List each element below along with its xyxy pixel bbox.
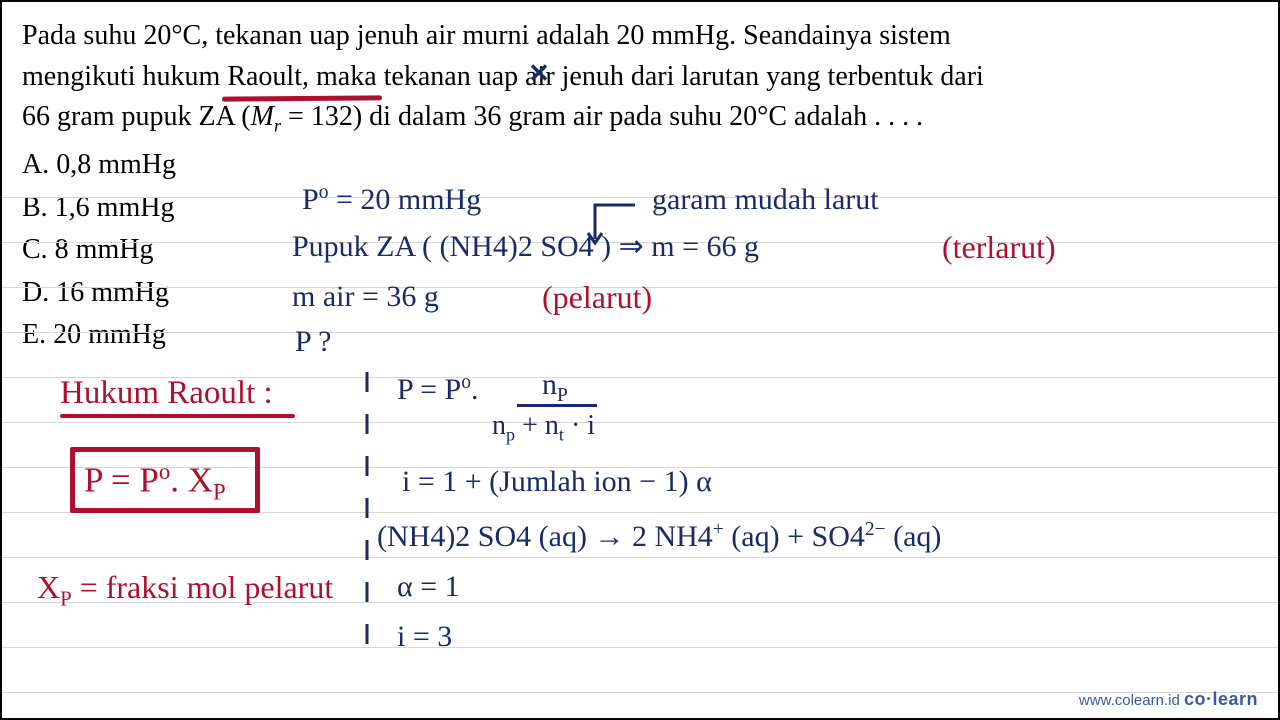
fraction-line [517,404,597,407]
hw-formula-box: P = Po. XP [84,457,226,507]
hw-xp: XP = fraksi mol pelarut [37,567,333,612]
footer: www.colearn.id co·learn [1079,689,1258,710]
hw-i-eq: i = 1 + (Jumlah ion − 1) α [402,462,712,501]
hw-dissoc: (NH4)2 SO4 (aq) → 2 NH4+ (aq) + SO42− (a… [377,517,941,556]
footer-url: www.colearn.id [1079,692,1180,709]
hw-eq-np: nP [542,365,568,408]
mr-sub: r [274,116,281,136]
hw-pq: P ? [295,322,331,361]
hw-eq-denom: np + nt · i [492,408,595,447]
q-line2a: mengikuti hukum [22,61,227,92]
hw-garam: garam mudah larut [652,180,879,219]
q-line3b: = 132) di dalam 36 gram air pada suhu 20… [281,101,923,132]
hw-pelarut: (pelarut) [542,277,652,319]
hw-pupuk: Pupuk ZA ( (NH4)2 SO4 ) ⇒ m = 66 g [292,227,759,266]
vertical-separator [362,372,372,662]
hw-p0: Po = 20 mmHg [302,180,481,219]
footer-brand: co·learn [1184,689,1258,709]
mr: M [251,101,274,132]
hw-terlarut: (terlarut) [942,227,1056,269]
hw-i-val: i = 3 [397,617,452,656]
q-line3a: 66 gram pupuk ZA ( [22,101,251,132]
q-line2c: jenuh dari larutan yang terbentuk dari [555,61,984,92]
raoult-underlined: Raoult [227,57,302,98]
hukum-underline [60,414,295,418]
air-struck: air [525,57,555,98]
hw-alpha: α = 1 [397,567,460,606]
choice-a: A. 0,8 mmHg [22,144,176,187]
question-text: Pada suhu 20°C, tekanan uap jenuh air mu… [22,16,1258,139]
hw-eq-p: P = Po. [397,370,478,409]
hw-mair: m air = 36 g [292,277,439,316]
q-line1: Pada suhu 20°C, tekanan uap jenuh air mu… [22,20,951,51]
q-line2b: , maka tekanan uap [302,61,525,92]
hw-hukum: Hukum Raoult : [60,372,273,415]
